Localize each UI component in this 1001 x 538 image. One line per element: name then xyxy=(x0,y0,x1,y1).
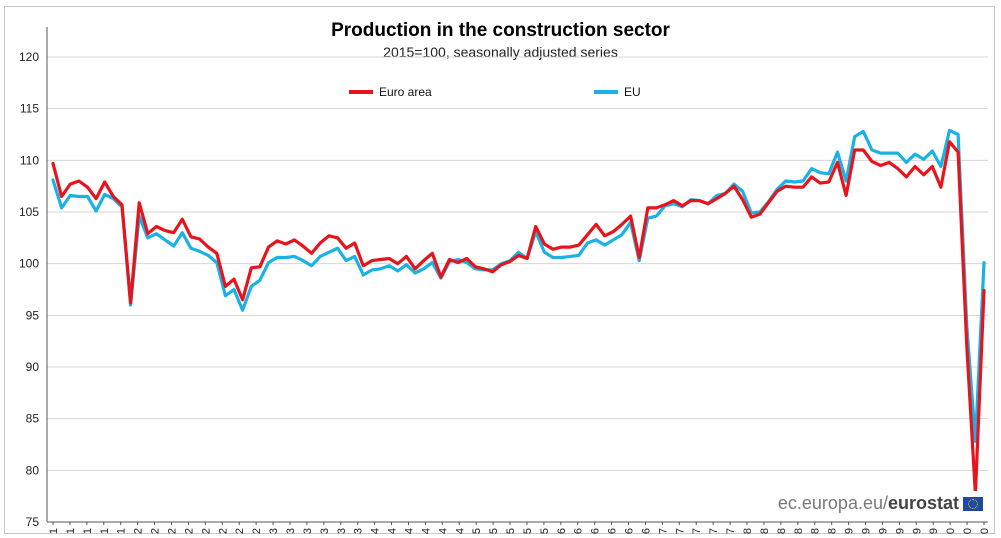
x-tick-label: 4 xyxy=(454,528,466,534)
x-tick-label: 3 xyxy=(302,528,314,534)
x-tick-label: 8 xyxy=(827,528,839,534)
series-line-euro-area xyxy=(51,140,986,496)
x-tick-label: 2 xyxy=(251,528,263,534)
y-tick-label: 120 xyxy=(19,50,39,64)
x-tick-label: 5 xyxy=(505,528,517,534)
x-tick-label: 9 xyxy=(911,528,923,534)
chart-title: Production in the construction sector xyxy=(331,20,670,41)
y-tick-label: 100 xyxy=(19,257,39,271)
chart-subtitle: 2015=100, seasonally adjusted series xyxy=(383,44,618,60)
watermark-brand: eurostat xyxy=(887,493,959,513)
x-tick-label: 9 xyxy=(894,528,906,534)
x-tick-label: 7 xyxy=(725,528,737,534)
x-tick-label: 4 xyxy=(370,528,382,534)
x-tick-label: 8 xyxy=(759,528,771,534)
x-tick-label: 5 xyxy=(522,528,534,534)
x-tick-label: 1 xyxy=(99,528,111,534)
x-tick-label: 6 xyxy=(590,528,602,534)
x-tick-label: 7 xyxy=(674,528,686,534)
x-tick-label: 2 xyxy=(200,528,212,534)
x-tick-label: 2 xyxy=(217,528,229,534)
y-tick-label: 105 xyxy=(19,205,39,219)
chart-frame xyxy=(4,6,995,534)
x-tick-label: 8 xyxy=(742,528,754,534)
x-tick-label: 4 xyxy=(437,528,449,534)
y-tick-label: 95 xyxy=(26,308,40,322)
x-tick-label: 6 xyxy=(573,528,585,534)
x-tick-label: 2 xyxy=(166,528,178,534)
x-tick-label: 9 xyxy=(928,528,940,534)
x-tick-label: 1 xyxy=(48,528,60,534)
x-tick-label: 8 xyxy=(776,528,788,534)
x-tick-label: 3 xyxy=(336,528,348,534)
x-tick-label: 3 xyxy=(268,528,280,534)
x-tick-label: 5 xyxy=(471,528,483,534)
x-tick-label: 7 xyxy=(657,528,669,534)
y-tick-label: 80 xyxy=(26,463,40,477)
x-tick-label: 1 xyxy=(65,528,77,534)
eurostat-watermark: ec.europa.eu/eurostat xyxy=(773,491,987,516)
y-tick-label: 115 xyxy=(20,102,39,116)
x-tick-label: 6 xyxy=(556,528,568,534)
x-tick-label: 2 xyxy=(234,528,246,534)
y-tick-label: 85 xyxy=(26,412,40,426)
x-tick-label: 3 xyxy=(285,528,297,534)
x-tick-label: 9 xyxy=(861,528,873,534)
x-tick-label: 4 xyxy=(420,528,432,534)
x-tick-label: 4 xyxy=(387,528,399,534)
x-tick-label: 1 xyxy=(116,528,128,534)
x-tick-label: 7 xyxy=(708,528,720,534)
x-tick-label: 9 xyxy=(877,528,889,534)
x-tick-label: 8 xyxy=(793,528,805,534)
x-tick-label: 4 xyxy=(403,528,415,534)
y-tick-label: 110 xyxy=(20,153,39,167)
x-tick-label: 5 xyxy=(488,528,500,534)
series-line-eu xyxy=(51,128,986,443)
x-tick-label: 2 xyxy=(183,528,195,534)
y-tick-label: 75 xyxy=(26,515,40,529)
x-tick-label: 8 xyxy=(810,528,822,534)
x-tick-label: 0 xyxy=(962,528,974,534)
x-tick-label: 2 xyxy=(133,528,145,534)
legend-label-eu: EU xyxy=(624,85,641,99)
x-tick-label: 7 xyxy=(691,528,703,534)
x-tick-label: 6 xyxy=(640,528,652,534)
x-tick-label: 6 xyxy=(607,528,619,534)
x-tick-label: 6 xyxy=(624,528,636,534)
x-tick-label: 5 xyxy=(539,528,551,534)
y-tick-label: 90 xyxy=(26,360,40,374)
x-tick-label: 2 xyxy=(150,528,162,534)
x-tick-label: 0 xyxy=(979,528,991,534)
watermark-domain: ec.europa.eu/ xyxy=(777,493,888,513)
x-tick-label: 0 xyxy=(945,528,957,534)
legend-label-euro-area: Euro area xyxy=(379,85,432,99)
x-tick-label: 3 xyxy=(353,528,365,534)
x-tick-label: 9 xyxy=(844,528,856,534)
x-tick-label: 3 xyxy=(319,528,331,534)
x-tick-label: 1 xyxy=(82,528,94,534)
eu-flag-icon xyxy=(963,496,983,511)
